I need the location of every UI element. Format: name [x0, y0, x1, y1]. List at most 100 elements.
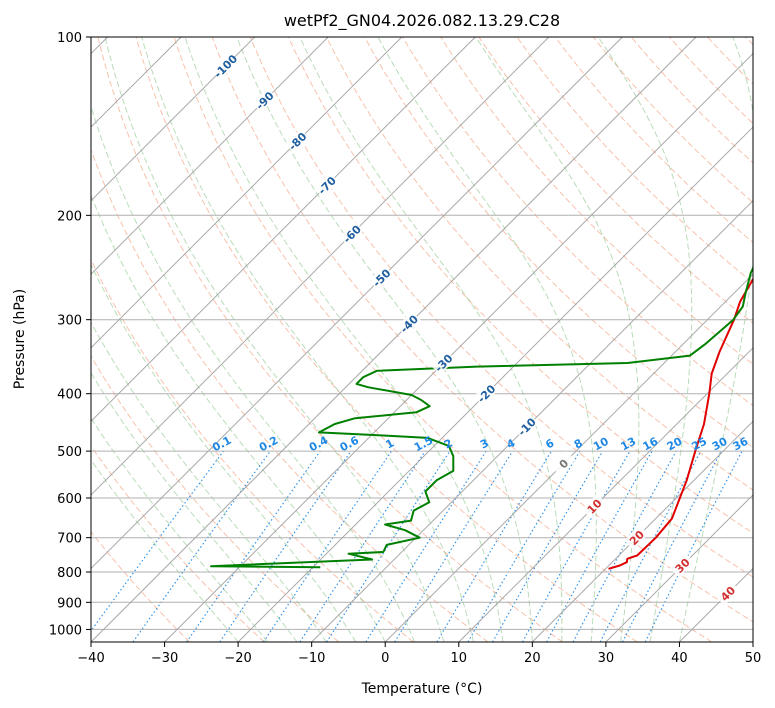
- chart-title: wetPf2_GN04.2026.082.13.29.C28: [284, 11, 560, 31]
- isotherm-label-bg: [514, 414, 539, 439]
- moist-adiabat-line: [91, 417, 268, 642]
- dry-adiabats: [91, 37, 753, 642]
- moist-adiabat-line: [299, 37, 563, 642]
- dry-adiabat-line: [402, 37, 753, 407]
- x-tick-label: −40: [77, 651, 104, 666]
- x-tick-label: 30: [598, 651, 615, 666]
- y-axis: 100 200 300 400 500 600 700 800 900 1000: [49, 31, 91, 638]
- moist-adiabat-line: [475, 37, 640, 642]
- moist-adiabat-line: [184, 37, 504, 642]
- isotherm-label-bg: [473, 380, 499, 406]
- isotherm-label-bg: [368, 265, 394, 290]
- y-tick-label: 500: [57, 445, 82, 460]
- moist-adiabat-line: [597, 37, 693, 642]
- mixing-ratio-label: 25: [689, 435, 709, 454]
- dry-adiabat-line: [211, 37, 753, 623]
- moist-adiabat-line: [141, 37, 474, 642]
- moist-adiabat-line: [678, 37, 753, 642]
- x-tick-label: 20: [524, 651, 541, 666]
- mixing-ratio-line: [394, 450, 514, 642]
- dry-adiabat-line: [440, 37, 753, 365]
- isotherm-line: [237, 126, 753, 642]
- mixing-ratio-line: [299, 450, 426, 642]
- dry-adiabat-line: [97, 37, 563, 642]
- dry-adiabat-line: [745, 37, 753, 46]
- isotherm-line: [679, 567, 753, 642]
- y-tick-label: 900: [57, 596, 82, 611]
- moist-adiabat-line: [91, 194, 386, 642]
- mixing-ratio-line: [436, 450, 553, 642]
- y-tick-label: 800: [57, 566, 82, 581]
- x-tick-label: 40: [671, 651, 688, 666]
- mixing-ratio-line: [219, 450, 352, 642]
- isotherm-label-bg: [430, 350, 456, 376]
- x-tick-label: −30: [151, 651, 178, 666]
- moist-adiabat-line: [91, 321, 327, 642]
- isotherm-label: -100: [212, 52, 241, 81]
- isotherm-line: [91, 37, 256, 202]
- x-axis: −40 −30 −20 −10 0 10 20 30 40 50: [77, 642, 761, 666]
- dry-adiabat-line: [592, 37, 753, 204]
- isotherm-line: [458, 347, 753, 642]
- mixing-ratio-label: 16: [641, 435, 661, 454]
- isotherm-line: [91, 37, 623, 570]
- moist-adiabat-line: [91, 104, 416, 642]
- mixing-ratio-label: 3: [478, 436, 491, 451]
- mixing-ratio-line: [521, 450, 631, 642]
- dry-adiabat-line: [249, 37, 753, 578]
- isotherm-label-bg: [715, 580, 740, 606]
- isotherm-label: -50: [370, 266, 393, 289]
- isotherm-line: [311, 199, 753, 642]
- isotherm-line: [752, 641, 753, 642]
- isotherm-label-bg: [314, 172, 340, 198]
- y-tick-label: 600: [57, 492, 82, 507]
- mixing-ratio-label: 13: [619, 435, 639, 454]
- sounding-series-line-1: [210, 265, 753, 569]
- isotherm-label: -70: [316, 174, 339, 197]
- moist-adiabat-line: [377, 37, 597, 642]
- moist-adiabat-line: [91, 459, 239, 642]
- mixing-ratio-line: [91, 450, 224, 632]
- moist-adiabat-line: [91, 263, 357, 642]
- y-tick-label: 300: [57, 314, 82, 329]
- isotherm-line: [164, 52, 753, 642]
- sounding-profiles: [210, 265, 753, 570]
- y-tick-label: 400: [57, 388, 82, 403]
- moist-adiabat-line: [104, 37, 445, 642]
- mixing-ratio-line: [262, 450, 392, 642]
- isotherm-label: -80: [286, 130, 309, 153]
- isotherm-label-bg: [623, 524, 649, 550]
- dry-adiabat-line: [326, 37, 753, 491]
- dry-adiabat-line: [91, 258, 414, 642]
- mixing-ratio-line: [572, 450, 677, 642]
- x-tick-label: 50: [745, 651, 762, 666]
- sounding-series-line-0: [608, 277, 753, 570]
- isotherm-label-bg: [396, 311, 422, 336]
- y-axis-label: Pressure (hPa): [12, 289, 28, 389]
- mixing-ratio-line: [467, 450, 581, 642]
- moist-adiabats: [91, 37, 753, 642]
- isotherm-label-bg: [669, 552, 695, 578]
- dry-adiabat-line: [91, 355, 340, 642]
- mixing-ratio-label: 30: [710, 435, 730, 454]
- x-tick-label: 0: [381, 651, 389, 666]
- mixing-ratio-label: 20: [665, 435, 685, 454]
- y-tick-label: 100: [57, 31, 82, 46]
- isotherm-line: [91, 37, 697, 642]
- y-tick-label: 200: [57, 209, 82, 224]
- isotherm-line: [91, 37, 550, 496]
- x-tick-label: 10: [451, 651, 468, 666]
- mixing-ratio-label: 4: [505, 436, 518, 451]
- isotherm-line: [531, 420, 753, 642]
- dry-adiabat-line: [669, 37, 753, 125]
- dry-adiabat-line: [91, 445, 265, 642]
- isotherm-line: [384, 273, 753, 642]
- dry-adiabat-line: [91, 148, 489, 642]
- mixing-ratio-label: 2: [442, 436, 455, 451]
- mixing-ratio-line: [132, 450, 271, 642]
- mixing-ratio-line: [326, 450, 451, 642]
- x-axis-label: Temperature (°C): [361, 681, 483, 697]
- mixing-ratio-label: 10: [591, 435, 611, 454]
- mixing-ratio-lines: [91, 450, 743, 642]
